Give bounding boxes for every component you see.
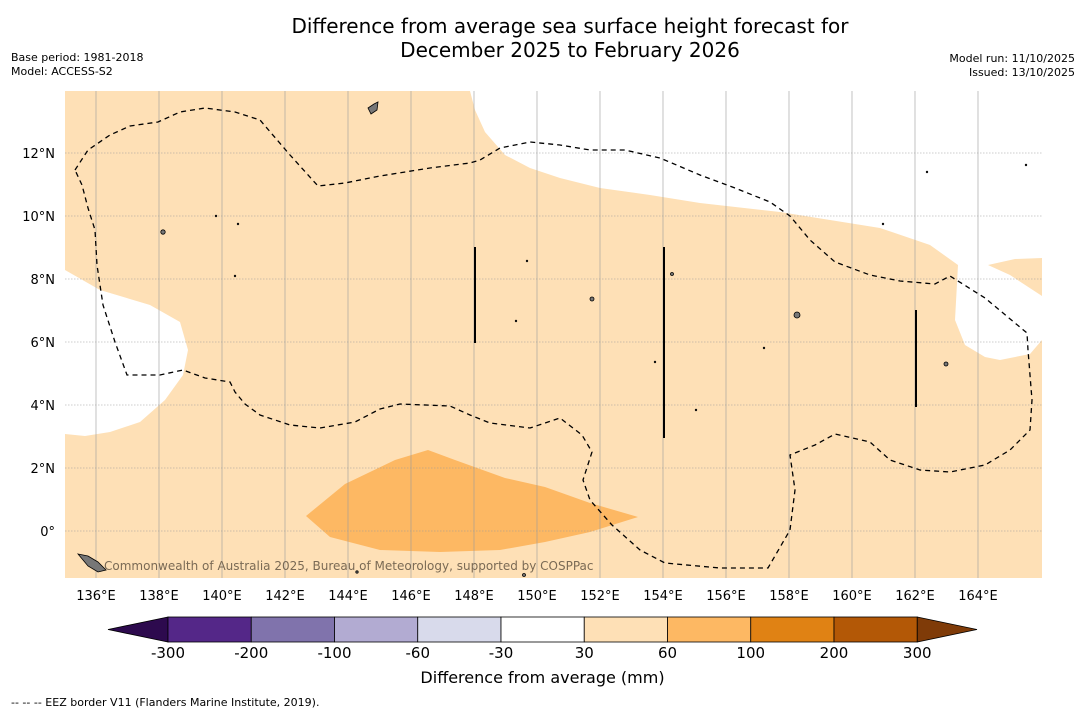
island — [236, 222, 240, 226]
colorbar-extend-low — [107, 616, 169, 643]
base-period: Base period: 1981-2018 — [11, 51, 144, 64]
lon-label: 154°E — [643, 589, 683, 604]
colorbar-segment — [667, 616, 752, 643]
island — [793, 311, 801, 319]
colorbar-tick-label: -60 — [406, 644, 431, 662]
colorbar — [107, 616, 978, 643]
island — [943, 361, 949, 367]
colorbar-segment — [334, 616, 419, 643]
colorbar-segment — [250, 616, 335, 643]
island — [367, 101, 379, 115]
lon-label: 164°E — [958, 589, 998, 604]
colorbar-tick-label: -300 — [151, 644, 185, 662]
island — [355, 570, 359, 574]
island — [522, 573, 526, 577]
lon-label: 146°E — [391, 589, 431, 604]
colorbar-tick-label: -30 — [489, 644, 514, 662]
attribution-text: Commonwealth of Australia 2025, Bureau o… — [104, 559, 594, 573]
colorbar-segment — [500, 616, 585, 643]
vertical-markers — [474, 247, 917, 438]
island — [214, 214, 218, 218]
island — [1024, 163, 1028, 167]
colorbar-segment — [167, 616, 252, 643]
island — [670, 272, 674, 276]
island — [653, 360, 657, 364]
colorbar-tick-label: -200 — [234, 644, 268, 662]
neutral-region-north — [470, 91, 1042, 360]
lon-label: 160°E — [832, 589, 872, 604]
lon-label: 152°E — [580, 589, 620, 604]
lat-label: 4°N — [31, 399, 56, 414]
issued-date: Issued: 13/10/2025 — [968, 66, 1075, 79]
lon-label: 144°E — [328, 589, 368, 604]
eez-border — [74, 107, 1033, 569]
colorbar-tick-label: 200 — [820, 644, 849, 662]
island — [589, 296, 595, 302]
model-name: Model: ACCESS-S2 — [11, 65, 113, 78]
island — [881, 222, 885, 226]
colorbar-segment — [417, 616, 502, 643]
lat-label: 12°N — [22, 147, 55, 162]
island — [76, 553, 107, 573]
lon-label: 142°E — [265, 589, 305, 604]
meta-right: Model run: 11/10/2025 Issued: 13/10/2025 — [949, 52, 1075, 80]
title-line-1: Difference from average sea surface heig… — [291, 14, 849, 38]
colorbar-segment — [833, 616, 918, 643]
model-run: Model run: 11/10/2025 — [949, 52, 1075, 65]
lat-label: 8°N — [31, 273, 56, 288]
lon-label: 148°E — [454, 589, 494, 604]
lat-label: 2°N — [31, 462, 56, 477]
footer-note: -- -- -- EEZ border V11 (Flanders Marine… — [11, 696, 320, 709]
lon-label: 150°E — [517, 589, 557, 604]
title-line-2: December 2025 to February 2026 — [400, 38, 740, 62]
lon-label: 156°E — [706, 589, 746, 604]
lat-label: 0° — [40, 525, 55, 540]
lon-label: 162°E — [895, 589, 935, 604]
island — [925, 170, 929, 174]
island — [233, 274, 237, 278]
lon-label: 136°E — [76, 589, 116, 604]
colorbar-tick-labels: -300 -200 -100 -60 -30 30 60 100 200 300 — [151, 644, 932, 662]
lon-tick-labels: 136°E 138°E 140°E 142°E 144°E 146°E 148°… — [76, 589, 998, 604]
island — [694, 408, 698, 412]
lon-label: 138°E — [139, 589, 179, 604]
lon-label: 140°E — [202, 589, 242, 604]
colorbar-title: Difference from average (mm) — [420, 668, 665, 687]
colorbar-extend-high — [916, 616, 978, 643]
lat-gridlines — [65, 152, 1042, 532]
colorbar-segment — [583, 616, 668, 643]
colorbar-tick-label: 300 — [903, 644, 932, 662]
lat-label: 10°N — [22, 210, 55, 225]
anomaly-field-60-100 — [306, 450, 638, 552]
colorbar-segment — [750, 616, 835, 643]
lat-label: 6°N — [31, 336, 56, 351]
lon-label: 158°E — [769, 589, 809, 604]
colorbar-tick-label: -100 — [317, 644, 351, 662]
islands — [76, 101, 1028, 577]
colorbar-tick-label: 30 — [575, 644, 594, 662]
map-title: Difference from average sea surface heig… — [170, 14, 970, 62]
island — [160, 229, 166, 235]
lat-tick-labels: 12°N 10°N 8°N 6°N 4°N 2°N 0° — [22, 147, 55, 540]
meta-left: Base period: 1981-2018 Model: ACCESS-S2 — [11, 51, 143, 79]
colorbar-tick-label: 60 — [658, 644, 677, 662]
island — [762, 346, 766, 350]
colorbar-tick-label: 100 — [736, 644, 765, 662]
island — [525, 259, 529, 263]
island — [514, 319, 518, 323]
